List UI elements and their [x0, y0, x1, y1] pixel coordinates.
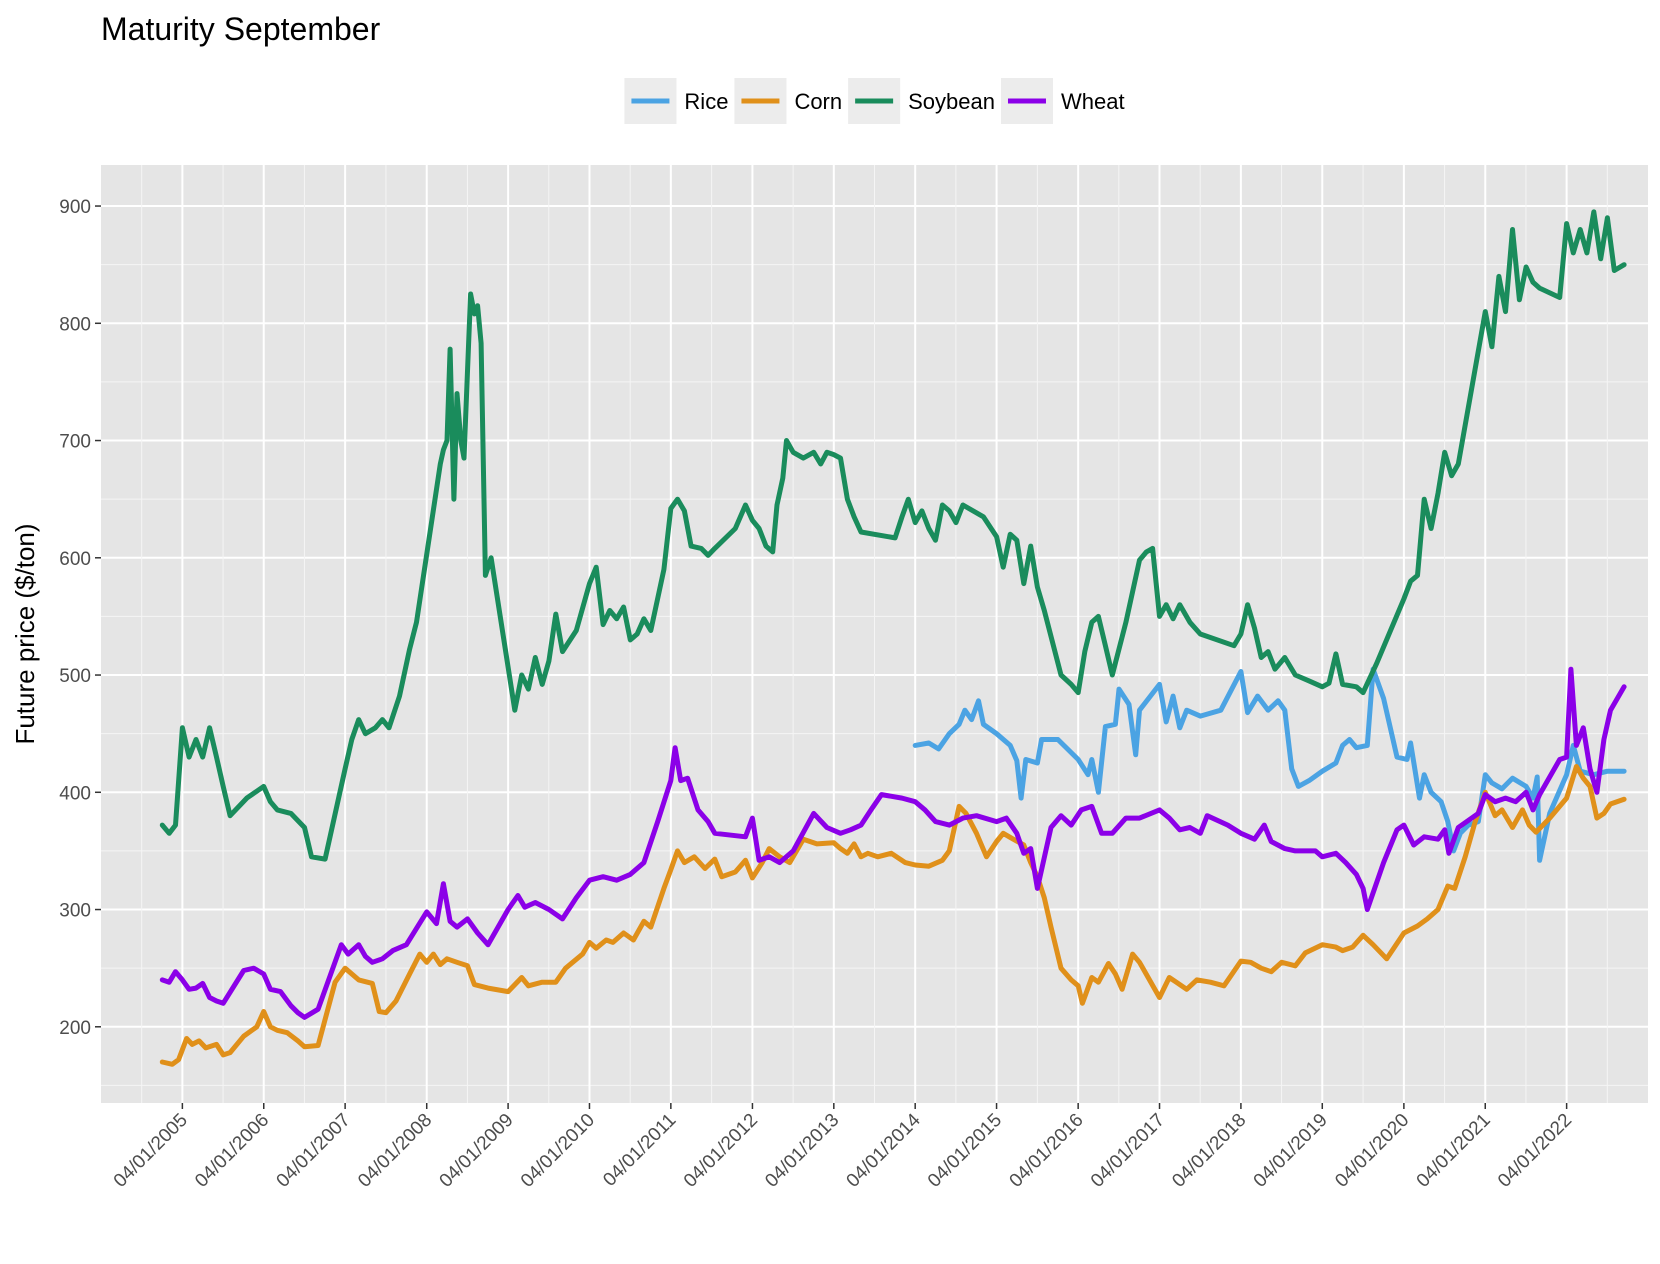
y-tick-label: 900 — [59, 197, 91, 218]
x-tick-label: 04/01/2019 — [1250, 1110, 1332, 1192]
x-tick-label: 04/01/2010 — [517, 1110, 599, 1192]
y-tick-label: 200 — [59, 1018, 91, 1039]
x-tick-label: 04/01/2015 — [924, 1110, 1006, 1192]
y-tick-label: 400 — [59, 783, 91, 804]
y-tick-label: 300 — [59, 901, 91, 922]
x-tick-label: 04/01/2018 — [1168, 1110, 1250, 1192]
y-tick-label: 600 — [59, 549, 91, 570]
series-line-rice — [912, 666, 1627, 863]
x-tick-label: 04/01/2022 — [1494, 1110, 1576, 1192]
series-lines — [159, 209, 1627, 1067]
x-tick-label: 04/01/2017 — [1087, 1110, 1169, 1192]
legend-label: Corn — [794, 89, 842, 114]
series-line-soybean — [159, 209, 1627, 862]
legend-label: Wheat — [1061, 89, 1125, 114]
legend-label: Soybean — [908, 89, 995, 114]
x-axis: 04/01/2005 04/01/2006 04/01/2007 04/01/2008… — [110, 1103, 1576, 1192]
legend-item-soybean: Soybean — [848, 78, 995, 124]
y-axis: 200 300 400 500 600 700 800 900 — [59, 197, 101, 1039]
x-tick-label: 04/01/2016 — [1006, 1110, 1088, 1192]
x-tick-label: 04/01/2009 — [436, 1110, 518, 1192]
y-tick-label: 500 — [59, 666, 91, 687]
x-tick-label: 04/01/2012 — [680, 1110, 762, 1192]
legend: Rice Corn Soybean Wheat — [624, 78, 1125, 124]
x-tick-label: 04/01/2006 — [191, 1110, 273, 1192]
y-tick-label: 800 — [59, 314, 91, 335]
x-tick-label: 04/01/2005 — [110, 1110, 192, 1192]
x-tick-label: 04/01/2008 — [354, 1110, 436, 1192]
x-tick-label: 04/01/2020 — [1331, 1110, 1413, 1192]
chart-title: Maturity September — [101, 11, 381, 47]
x-tick-label: 04/01/2014 — [843, 1109, 925, 1191]
y-axis-title: Future price ($/ton) — [10, 523, 40, 744]
x-tick-label: 04/01/2007 — [273, 1110, 355, 1192]
legend-item-corn: Corn — [734, 78, 842, 124]
x-tick-label: 04/01/2013 — [761, 1110, 843, 1192]
legend-item-rice: Rice — [624, 78, 728, 124]
legend-item-wheat: Wheat — [1000, 78, 1125, 124]
series-line-corn — [159, 764, 1627, 1067]
series-line-wheat — [159, 666, 1627, 1020]
x-tick-label: 04/01/2021 — [1413, 1110, 1495, 1192]
x-tick-label: 04/01/2011 — [599, 1110, 680, 1191]
y-tick-label: 700 — [59, 432, 91, 453]
legend-label: Rice — [684, 89, 728, 114]
